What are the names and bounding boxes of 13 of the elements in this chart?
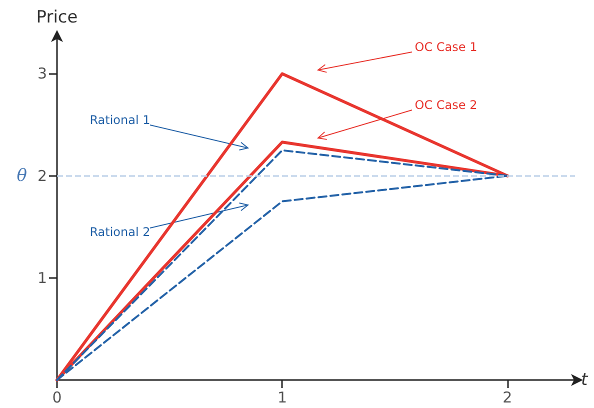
ref-line-label: θ: [16, 166, 27, 186]
x-tick-label: 0: [52, 388, 62, 406]
y-tick-label: 2: [37, 166, 47, 185]
x-tick-label: 2: [502, 388, 512, 406]
y-tick-label: 1: [37, 268, 47, 287]
annotation: Rational 2: [90, 225, 150, 239]
annotation: OC Case 1: [414, 40, 478, 54]
x-tick-label: 1: [277, 388, 287, 406]
x-axis-title: t: [581, 370, 589, 390]
annotation: Rational 1: [90, 113, 150, 127]
y-tick-label: 3: [37, 64, 47, 83]
y-axis-title: Price: [36, 8, 78, 28]
annotation: OC Case 2: [414, 98, 478, 112]
